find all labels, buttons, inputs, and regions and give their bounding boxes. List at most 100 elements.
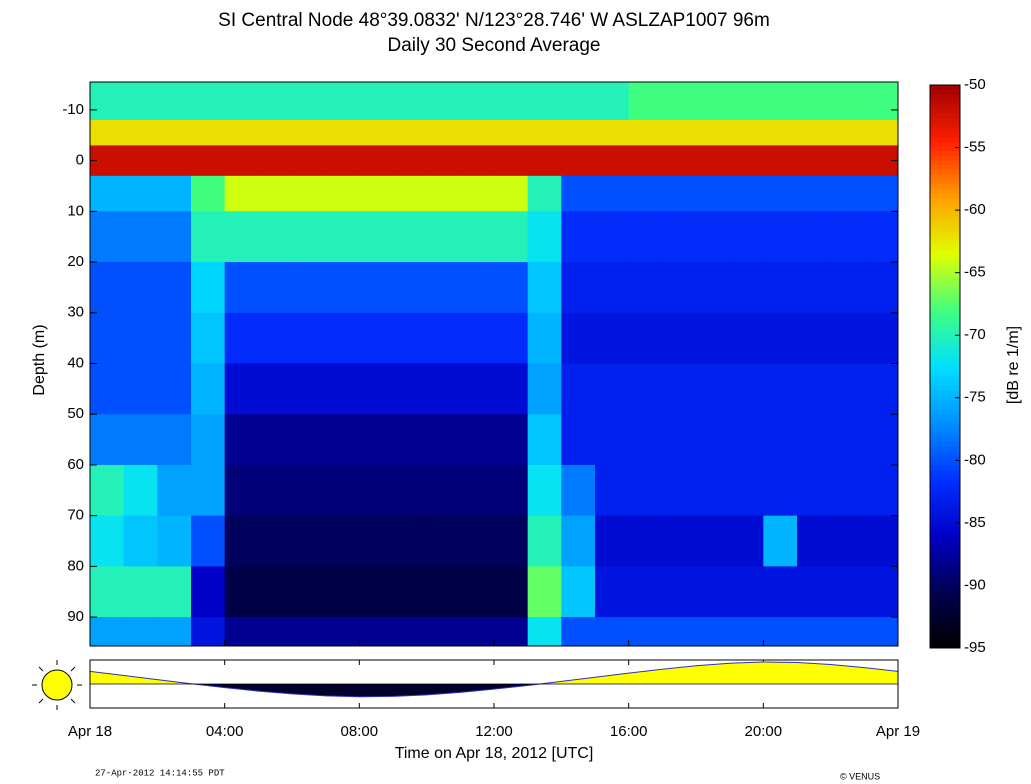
colorbar-cell	[930, 211, 960, 217]
heatmap-cell	[729, 464, 764, 517]
heatmap-cell	[325, 363, 360, 415]
colorbar-cell	[930, 460, 960, 466]
heatmap-cell	[426, 211, 461, 263]
heatmap-cell	[797, 120, 832, 146]
heatmap-cell	[359, 566, 394, 618]
colorbar-cell	[930, 108, 960, 114]
heatmap-cell	[763, 414, 798, 466]
heatmap-cell	[426, 120, 461, 146]
heatmap-cell	[292, 175, 327, 212]
heatmap-cell	[595, 262, 630, 314]
heatmap-cell	[864, 175, 899, 212]
heatmap-cell	[527, 120, 562, 146]
colorbar-cell	[930, 408, 960, 414]
heatmap-cell	[123, 414, 158, 466]
heatmap-cell	[561, 515, 596, 567]
x-tick-label: 04:00	[206, 723, 244, 740]
heatmap-cell	[325, 145, 360, 177]
heatmap-cell	[123, 515, 158, 567]
heatmap-cell	[494, 145, 529, 177]
colorbar-cell	[930, 404, 960, 410]
colorbar-cell	[930, 366, 960, 372]
heatmap-cell	[696, 82, 731, 121]
colorbar-cell	[930, 155, 960, 161]
colorbar-cell	[930, 375, 960, 382]
heatmap-cell	[561, 262, 596, 314]
heatmap-cell	[830, 175, 865, 212]
heatmap-cell	[224, 262, 259, 314]
heatmap-cell	[729, 82, 764, 121]
colorbar-cell	[930, 244, 960, 250]
colorbar-cell	[930, 558, 960, 565]
colorbar-cell	[930, 319, 960, 325]
heatmap-cell	[662, 363, 697, 415]
heatmap-cell	[527, 312, 562, 364]
heatmap-cell	[864, 363, 899, 415]
colorbar-cell	[930, 493, 960, 499]
heatmap-cell	[258, 175, 293, 212]
heatmap-cell	[830, 312, 865, 364]
colorbar-cell	[930, 605, 960, 611]
heatmap-cell	[864, 211, 899, 263]
heatmap-cell	[628, 82, 663, 121]
heatmap-cell	[628, 566, 663, 618]
heatmap-cell	[393, 82, 428, 121]
heatmap-cell	[292, 515, 327, 567]
heatmap-cell	[527, 363, 562, 415]
colorbar-cell	[930, 169, 960, 175]
colorbar-cell	[930, 563, 960, 569]
heatmap-cell	[864, 120, 899, 146]
colorbar-tick-label: -70	[964, 326, 986, 343]
heatmap-cell	[628, 120, 663, 146]
heatmap-cell	[628, 515, 663, 567]
colorbar-cell	[930, 249, 960, 255]
heatmap-cell	[191, 312, 226, 364]
heatmap-cell	[729, 145, 764, 177]
heatmap-cell	[426, 464, 461, 517]
heatmap-cell	[797, 262, 832, 314]
heatmap-cell	[797, 363, 832, 415]
heatmap-cell	[696, 464, 731, 517]
colorbar-tick-label: -90	[964, 576, 986, 593]
colorbar-cell	[930, 85, 960, 91]
heatmap-cell	[292, 145, 327, 177]
heatmap-cell	[325, 617, 360, 647]
colorbar-tick-label: -80	[964, 451, 986, 468]
colorbar-cell	[930, 328, 960, 335]
colorbar-cell	[930, 296, 960, 302]
colorbar-cell	[930, 549, 960, 555]
heatmap-cell	[123, 363, 158, 415]
colorbar-cell	[930, 347, 960, 353]
heatmap-cell	[797, 145, 832, 177]
heatmap-cell	[258, 566, 293, 618]
colorbar-cell	[930, 263, 960, 269]
colorbar-cell	[930, 535, 960, 541]
heatmap-cell	[729, 566, 764, 618]
colorbar-cell	[930, 554, 960, 560]
heatmap-cell	[662, 211, 697, 263]
colorbar-cell	[930, 488, 960, 494]
heatmap-cell	[292, 464, 327, 517]
colorbar-tick-label: -55	[964, 139, 986, 156]
heatmap-cell	[393, 175, 428, 212]
heatmap-cell	[224, 617, 259, 647]
colorbar-cell	[930, 446, 960, 452]
heatmap-cell	[527, 515, 562, 567]
colorbar-cell	[930, 389, 960, 396]
heatmap-cell	[763, 262, 798, 314]
heatmap-cell	[864, 515, 899, 567]
heatmap-cell	[729, 211, 764, 263]
heatmap-cell	[595, 515, 630, 567]
heatmap-cell	[393, 145, 428, 177]
heatmap-cell	[595, 363, 630, 415]
heatmap-cell	[123, 211, 158, 263]
heatmap-cell	[90, 175, 125, 212]
heatmap-cell	[864, 464, 899, 517]
colorbar-cell	[930, 582, 960, 588]
heatmap-cell	[662, 515, 697, 567]
heatmap-cell	[763, 363, 798, 415]
heatmap-cell	[864, 82, 899, 121]
colorbar-cell	[930, 174, 960, 180]
x-tick-label: 12:00	[475, 723, 513, 740]
